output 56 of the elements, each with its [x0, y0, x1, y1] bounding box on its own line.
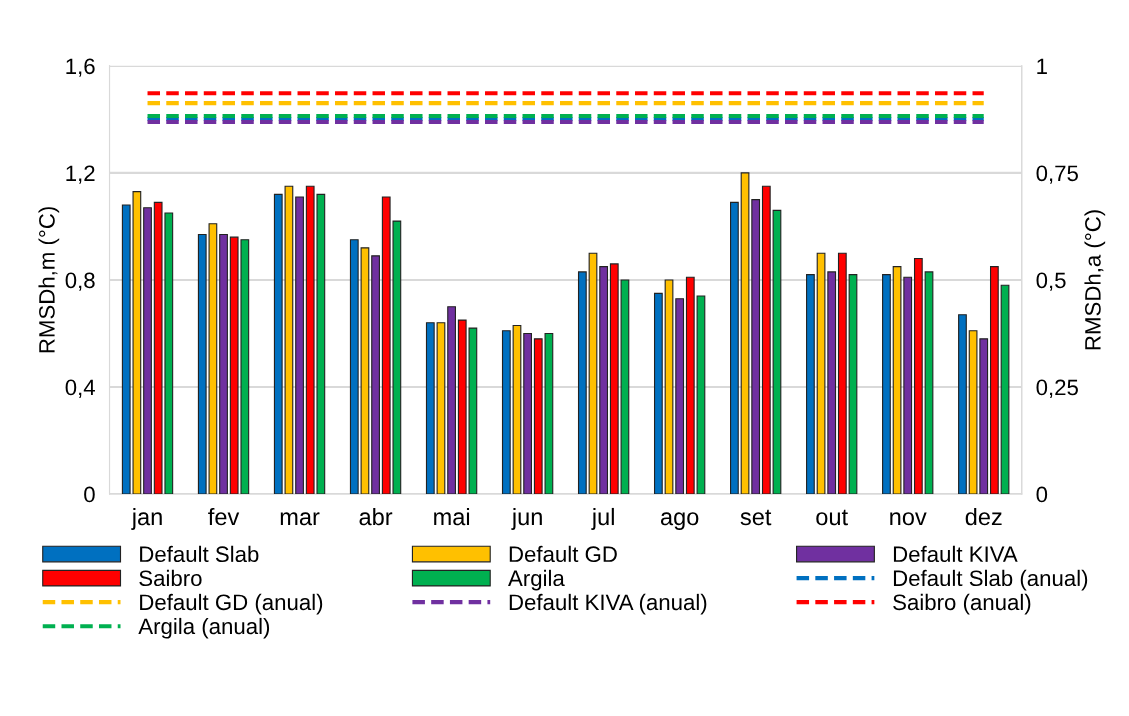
legend-label: Default GD (anual): [140, 593, 323, 615]
x-tick-label: mai: [434, 507, 470, 526]
x-tick-label: jan: [131, 507, 162, 530]
bar: [989, 266, 999, 495]
bar: [653, 292, 663, 495]
y-tick-label: 1,6: [66, 58, 95, 77]
bar: [1000, 284, 1010, 495]
bar: [730, 201, 739, 495]
y2-tick-label: 1: [1037, 58, 1047, 74]
bar: [143, 207, 152, 495]
x-tick-label: jul: [591, 507, 614, 530]
y2-tick-label: 0,5: [1036, 272, 1066, 291]
x-tick-label: mar: [280, 512, 320, 526]
bar: [577, 271, 587, 495]
x-tick-label: dez: [965, 507, 1002, 526]
bar: [295, 196, 304, 495]
y2-tick-label: 0: [1036, 486, 1048, 503]
bar: [219, 233, 228, 495]
legend-label: Argila (anual): [138, 617, 270, 639]
y-tick-label: 0,8: [65, 272, 95, 291]
y2-tick-label: 0,25: [1036, 379, 1078, 398]
bar: [447, 306, 456, 495]
legend-label: Default GD: [509, 545, 617, 563]
y2-axis-title: RMSDh,a (°C): [1084, 210, 1106, 350]
legend-label: Default KIVA: [893, 545, 1018, 563]
bar: [664, 279, 674, 495]
bar: [806, 274, 815, 495]
y-tick-label: 0,4: [65, 379, 95, 398]
bar: [837, 252, 847, 495]
x-tick-label: nov: [890, 512, 927, 526]
bar: [924, 271, 934, 495]
x-tick-label: fev: [208, 507, 240, 526]
bar: [371, 255, 380, 495]
legend-label: Default Slab: [140, 545, 259, 563]
bar: [958, 314, 967, 495]
bar: [913, 257, 923, 495]
legend-label: Default Slab (anual): [893, 569, 1088, 591]
x-tick-label: set: [740, 509, 772, 526]
y-tick-label: 0: [84, 486, 95, 503]
y2-tick-label: 0,75: [1036, 165, 1078, 184]
x-tick-label: jun: [511, 507, 542, 530]
bar: [599, 266, 609, 495]
x-tick-label: abr: [359, 507, 393, 526]
x-tick-label: ago: [660, 512, 699, 530]
bar: [588, 252, 598, 495]
y-axis-title: RMSDh,m (°C): [38, 207, 60, 353]
legend-label: Saibro: [139, 569, 202, 587]
bar: [848, 274, 858, 495]
y-tick-label: 1,2: [66, 165, 95, 184]
bar: [523, 332, 533, 495]
bar: [882, 274, 891, 495]
bar: [675, 298, 685, 495]
x-tick-label: out: [816, 509, 848, 526]
legend-label: Saibro (anual): [893, 593, 1031, 615]
legend-label: Default KIVA (anual): [509, 593, 707, 615]
legend-label: Argila: [508, 569, 565, 591]
